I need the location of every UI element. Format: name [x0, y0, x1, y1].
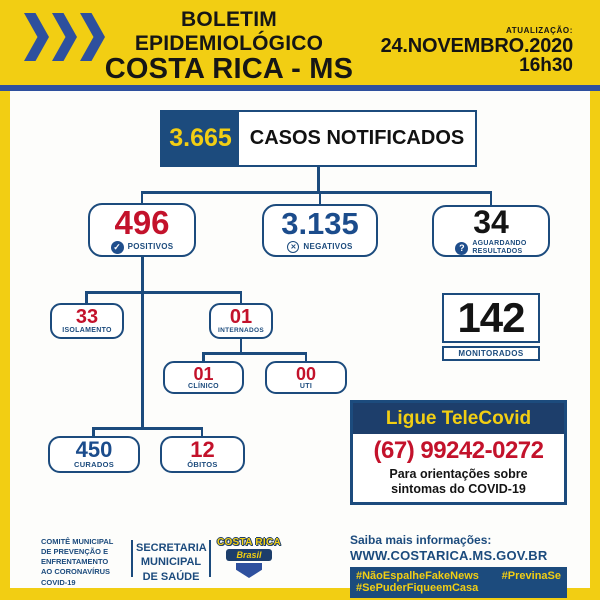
connector-line [92, 427, 95, 437]
footer-divider [131, 540, 133, 577]
clinico-label: CLÍNICO [188, 382, 219, 390]
connector-line [85, 291, 242, 294]
connector-line [140, 191, 143, 204]
obitos-label: ÓBITOS [187, 460, 218, 470]
footer-divider [209, 540, 211, 577]
clinico-node: 01 CLÍNICO [163, 361, 244, 394]
check-icon: ✓ [110, 241, 124, 254]
clinico-value: 01 [193, 363, 214, 384]
update-label: ATUALIZAÇÃO: [505, 26, 573, 35]
secretariat-text: SECRETARIA MUNICIPAL DE SAÚDE [136, 542, 207, 583]
city-title: COSTA RICA - MS [104, 53, 354, 85]
curados-value: 450 [75, 437, 113, 463]
internados-label: INTERNADOS [218, 327, 264, 335]
chevrons-logo [24, 13, 105, 61]
negativos-label: NEGATIVOS [303, 241, 353, 251]
update-block: ATUALIZAÇÃO: 24.NOVEMBRO.2020 16h30 [380, 26, 574, 77]
negativos-node: 3.135 ✕ NEGATIVOS [262, 204, 378, 257]
monitorados-box: 142 MONITORADOS [442, 293, 540, 361]
uti-node: 00 UTI [265, 361, 347, 394]
uti-label: UTI [299, 382, 313, 390]
hashtag-fiqueemcasa: #SePuderFiqueemCasa [356, 582, 479, 594]
question-icon: ? [455, 241, 469, 255]
committee-text: COMITÊ MUNICIPAL DE PREVENÇÃO E ENFRENTA… [41, 537, 114, 587]
aguardando-node: 34 ? AGUARDANDO RESULTADOS [432, 205, 550, 257]
shield-icon [236, 563, 262, 578]
curados-node: 450 CURADOS [48, 436, 140, 473]
update-date: 24.NOVEMBRO.2020 [380, 35, 574, 57]
x-circle-icon: ✕ [287, 241, 300, 253]
total-cases-value: 3.665 [162, 112, 239, 165]
connector-line [85, 291, 88, 304]
costa-rica-brasil-logo: COSTA RICA Brasil [213, 537, 285, 578]
isolamento-value: 33 [75, 306, 99, 329]
connector-line [141, 257, 144, 429]
positivos-node: 496 ✓ POSITIVOS [88, 203, 196, 257]
isolamento-node: 33 ISOLAMENTO [50, 303, 124, 339]
uti-value: 00 [295, 363, 317, 384]
connector-line [200, 427, 203, 437]
aguardando-value: 34 [473, 204, 509, 241]
hashtags-box: #NãoEspalheFakeNews #PrevinaSe #SePuderF… [350, 567, 567, 598]
connector-line [489, 191, 492, 206]
aguardando-label: AGUARDANDO RESULTADOS [472, 240, 527, 255]
footer-info-block: Saiba mais informações: WWW.COSTARICA.MS… [350, 533, 567, 598]
connector-line [239, 339, 242, 354]
connector-line [318, 191, 321, 205]
monitorados-label: MONITORADOS [442, 346, 540, 361]
telecovid-title: Ligue TeleCovid [353, 403, 564, 434]
connector-line [202, 352, 205, 362]
connector-line [239, 291, 242, 304]
telecovid-info: Para orientações sobre sintomas do COVID… [389, 467, 528, 496]
internados-node: 01 INTERNADOS [209, 303, 273, 339]
connector-line [317, 167, 320, 193]
telecovid-box: Ligue TeleCovid (67) 99242-0272 Para ori… [350, 400, 567, 505]
isolamento-label: ISOLAMENTO [62, 327, 112, 335]
total-cases-label: CASOS NOTIFICADOS [249, 127, 465, 149]
logo-title: COSTA RICA [216, 537, 282, 548]
internados-value: 01 [229, 306, 253, 329]
hashtag-fakenews: #NãoEspalheFakeNews [356, 570, 479, 582]
telecovid-phone: (67) 99242-0272 [373, 437, 544, 464]
header-divider [0, 85, 600, 91]
monitorados-value: 142 [442, 293, 540, 343]
obitos-node: 12 ÓBITOS [160, 436, 245, 473]
connector-line [304, 352, 307, 362]
curados-label: CURADOS [73, 460, 115, 470]
hashtag-previnase: #PrevinaSe [501, 570, 561, 582]
chevron-icon [52, 13, 77, 61]
connector-line [92, 427, 203, 430]
more-info-label: Saiba mais informações: [350, 533, 492, 547]
positivos-label: POSITIVOS [127, 242, 174, 252]
negativos-value: 3.135 [281, 206, 359, 241]
logo-banner: Brasil [226, 549, 272, 561]
connector-line [141, 191, 492, 194]
positivos-value: 496 [114, 204, 170, 241]
update-time: 16h30 [519, 55, 573, 76]
obitos-value: 12 [190, 437, 215, 463]
chevron-icon [24, 13, 49, 61]
connector-line [202, 352, 307, 355]
total-cases-box: 3.665 CASOS NOTIFICADOS [160, 110, 477, 167]
bulletin-title: BOLETIM EPIDEMIOLÓGICO [134, 8, 324, 55]
website-url: WWW.COSTARICA.MS.GOV.BR [350, 548, 548, 563]
